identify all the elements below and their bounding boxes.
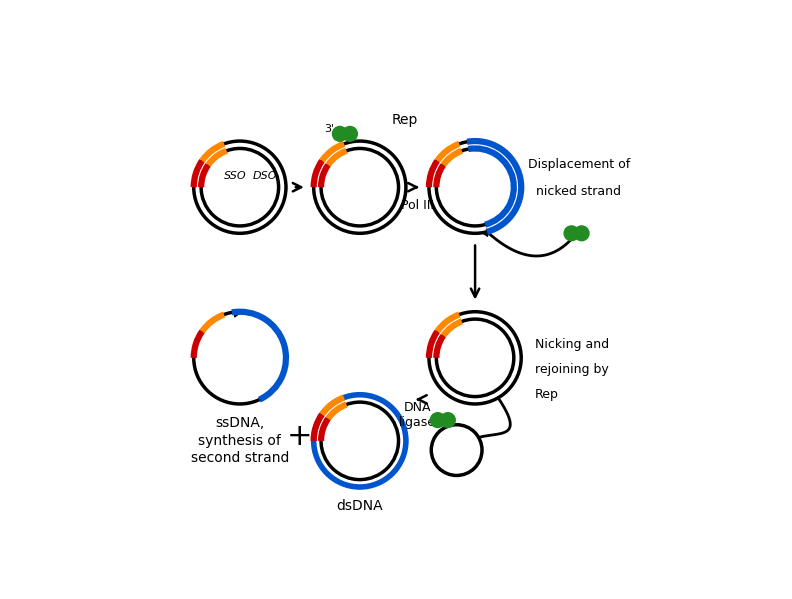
- Text: Pol III: Pol III: [401, 199, 434, 212]
- Text: nicked strand: nicked strand: [536, 185, 622, 198]
- Text: ssDNA,: ssDNA,: [215, 416, 265, 430]
- Text: Rep: Rep: [392, 113, 418, 128]
- Circle shape: [430, 413, 445, 428]
- Text: DSO: DSO: [253, 171, 277, 181]
- Text: Displacement of: Displacement of: [527, 158, 630, 171]
- Text: DNA
ligase: DNA ligase: [399, 401, 436, 429]
- Text: rejoining by: rejoining by: [535, 363, 609, 376]
- Circle shape: [343, 126, 357, 141]
- Text: synthesis of: synthesis of: [199, 434, 281, 448]
- Circle shape: [574, 226, 589, 241]
- Text: SSO: SSO: [224, 171, 246, 181]
- Text: second strand: second strand: [191, 452, 289, 465]
- Text: +: +: [287, 422, 313, 451]
- Circle shape: [333, 126, 347, 141]
- Text: Rep: Rep: [535, 388, 559, 401]
- Text: dsDNA: dsDNA: [337, 500, 383, 513]
- Circle shape: [440, 413, 455, 428]
- Text: 3': 3': [324, 124, 333, 134]
- Text: Nicking and: Nicking and: [535, 337, 609, 350]
- Circle shape: [564, 226, 579, 241]
